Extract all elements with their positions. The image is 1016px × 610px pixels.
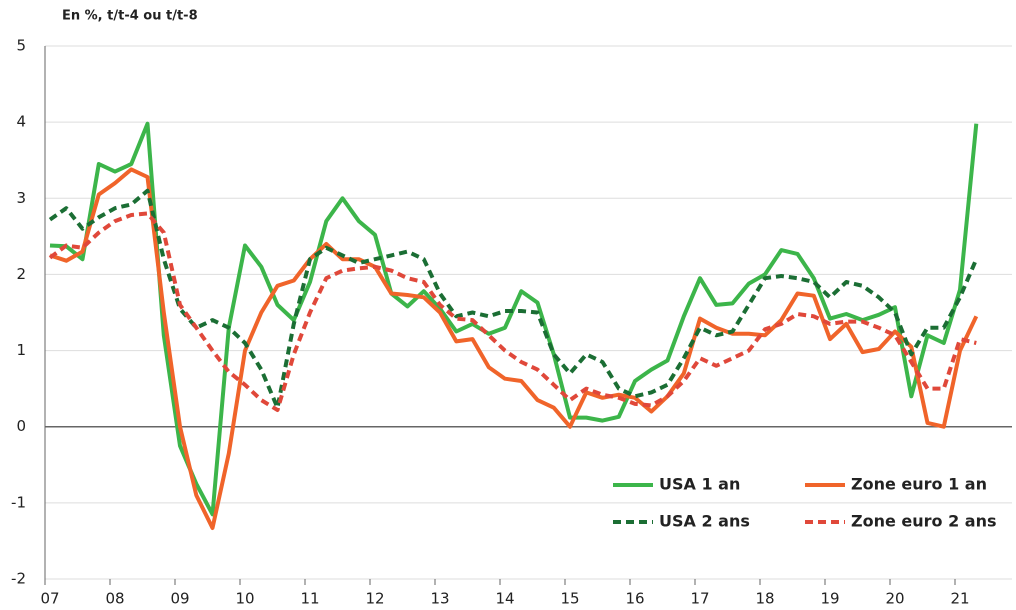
x-tick-label: 08 — [105, 590, 124, 608]
series-line — [49, 167, 979, 530]
x-tick-label: 14 — [495, 590, 514, 608]
y-tick-label: 3 — [16, 189, 26, 207]
x-tick-label: 11 — [300, 590, 319, 608]
y-tick-label: -1 — [11, 493, 26, 511]
y-tick-label: 2 — [16, 265, 26, 283]
x-tick-label: 21 — [950, 590, 969, 608]
chart-title: En %, t/t-4 ou t/t-8 — [62, 9, 198, 24]
legend-label: Zone euro 1 an — [851, 475, 987, 494]
series-line — [48, 188, 979, 410]
x-tick-label: 12 — [365, 590, 384, 608]
x-tick-label: 17 — [690, 590, 709, 608]
series-line — [49, 121, 979, 517]
x-tick-label: 15 — [560, 590, 579, 608]
x-tick-label: 07 — [40, 590, 59, 608]
y-tick-label: 0 — [16, 417, 26, 435]
y-tick-label: 4 — [16, 113, 26, 131]
x-tick-label: 09 — [170, 590, 189, 608]
x-tick-label: 10 — [235, 590, 254, 608]
y-tick-label: 5 — [16, 37, 26, 55]
x-tick-label: 13 — [430, 590, 449, 608]
y-tick-label: -2 — [11, 570, 26, 588]
legend-label: Zone euro 2 ans — [851, 512, 997, 531]
x-tick-label: 19 — [820, 590, 839, 608]
series-line — [48, 211, 977, 412]
legend-label: USA 1 an — [659, 475, 740, 494]
x-tick-label: 16 — [625, 590, 644, 608]
x-tick-label: 18 — [755, 590, 774, 608]
legend-label: USA 2 ans — [659, 512, 750, 531]
y-tick-label: 1 — [16, 341, 26, 359]
x-tick-label: 20 — [885, 590, 904, 608]
